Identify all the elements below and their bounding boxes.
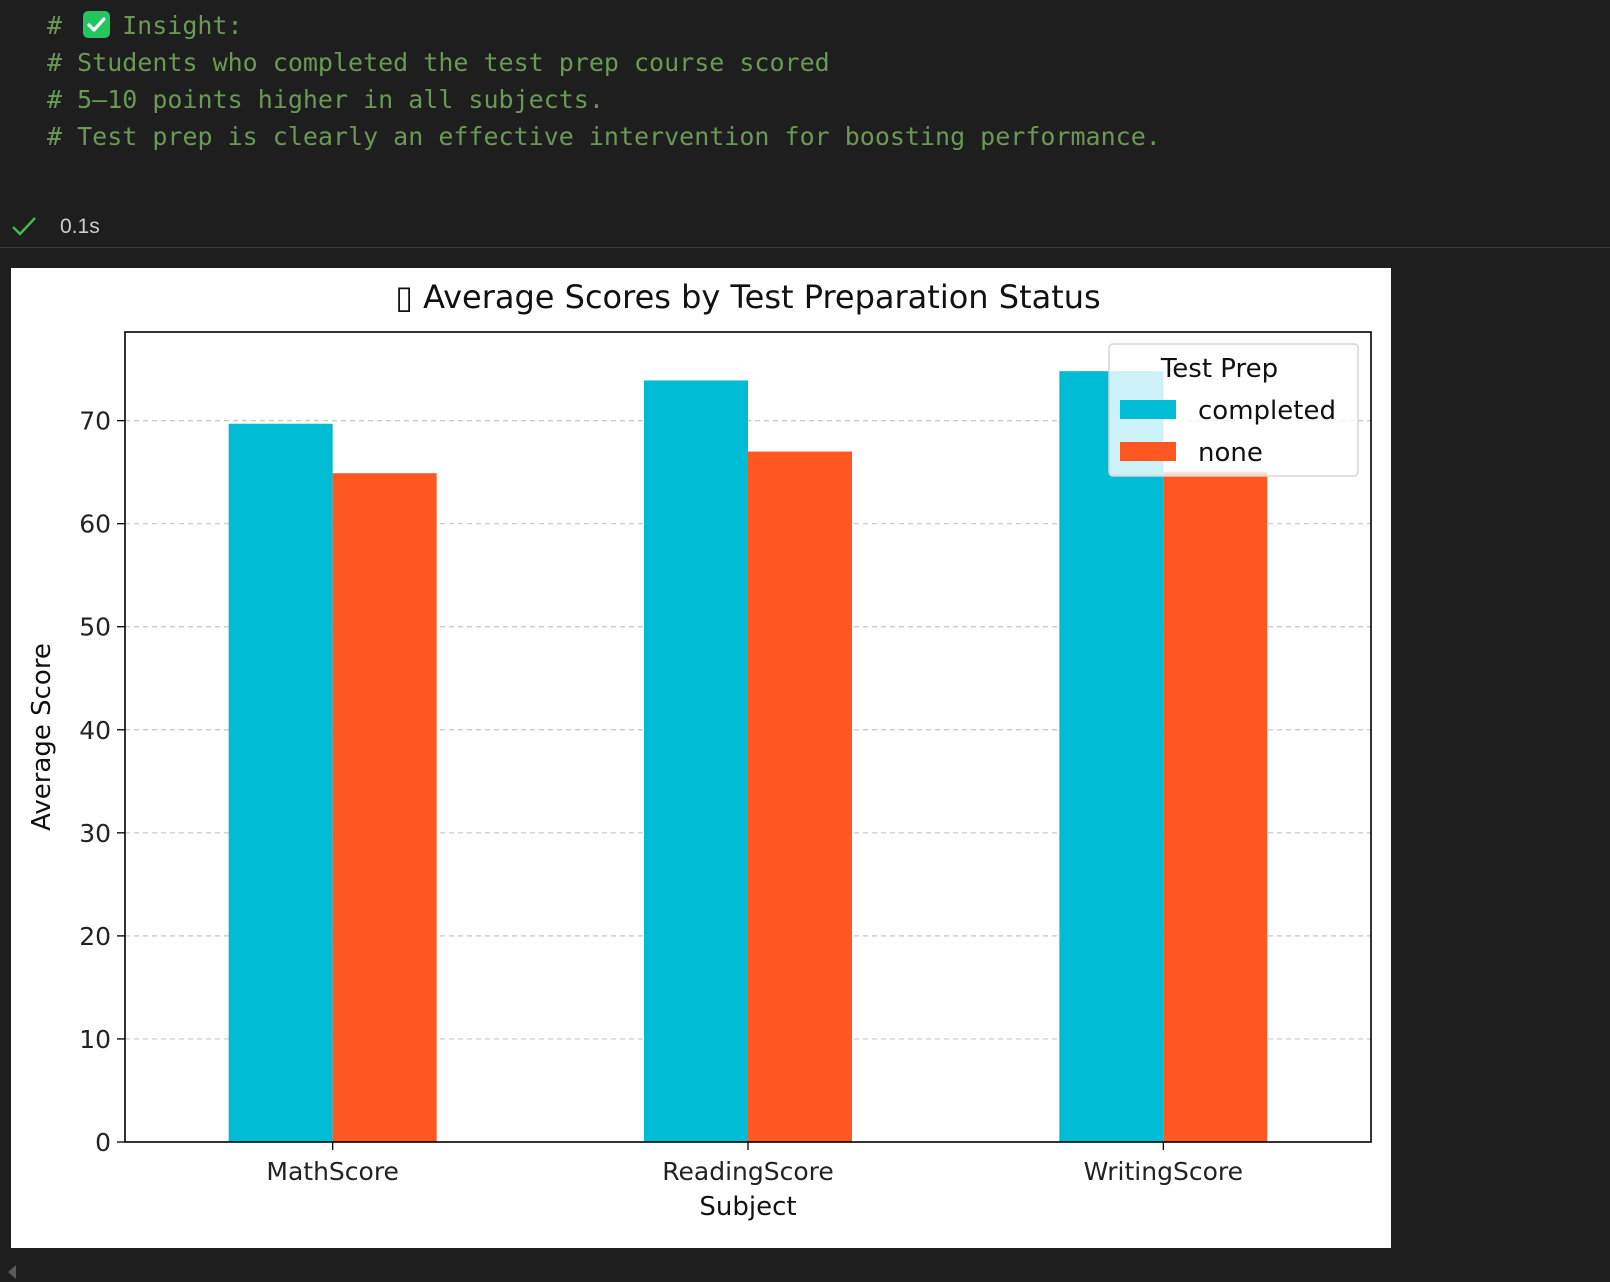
bar-chart: 0 10 20 30 40 50 60 70 MathScore ReadingScore Writ… (27, 278, 1372, 1222)
legend-swatch-completed (1120, 400, 1176, 419)
check-mark-emoji-icon (83, 11, 111, 38)
scroll-left-arrow-icon[interactable] (6, 1264, 18, 1282)
chart-title: ▯ Average Scores by Test Preparation Sta… (395, 278, 1100, 316)
x-axis-label: Subject (699, 1192, 796, 1222)
y-tick-label: 0 (95, 1128, 111, 1157)
legend-title: Test Prep (1160, 354, 1278, 384)
bar-none-MathScore (332, 473, 437, 1142)
bar-completed-WritingScore (1059, 371, 1164, 1143)
comment-line: # Students who completed the test prep c… (47, 48, 830, 77)
y-tick-label: 70 (79, 407, 111, 436)
insight-heading: Insight: (122, 11, 243, 40)
x-tick-label: ReadingScore (662, 1157, 834, 1186)
comment-hash: # (47, 11, 78, 40)
y-tick-label: 30 (79, 819, 111, 848)
comment-line: # Test prep is clearly an effective inte… (47, 122, 1161, 151)
y-axis-label: Average Score (27, 643, 57, 831)
plot-frame (124, 331, 1372, 1143)
x-tick-label: MathScore (266, 1157, 399, 1186)
checkmark-icon (11, 215, 37, 241)
y-tick-label: 10 (79, 1025, 111, 1054)
y-tick-label: 20 (79, 922, 111, 951)
legend-label-completed: completed (1198, 396, 1336, 426)
y-tick-label: 40 (79, 716, 111, 745)
code-cell[interactable]: # Insight: # Students who completed the … (0, 0, 1610, 246)
execution-time: 0.1s (60, 215, 100, 238)
legend-swatch-none (1120, 442, 1176, 461)
chart-figure: 0 10 20 30 40 50 60 70 MathScore ReadingScore Writ… (11, 268, 1391, 1248)
legend-label-none: none (1198, 438, 1263, 468)
bar-none-WritingScore (1163, 472, 1268, 1142)
y-tick-label: 60 (79, 510, 111, 539)
x-tick-label: WritingScore (1084, 1157, 1243, 1186)
y-tick-label: 50 (79, 613, 111, 642)
cell-status-bar: 0.1s (0, 207, 1610, 248)
comment-line-insight: # Insight: (47, 9, 243, 43)
comment-line: # 5–10 points higher in all subjects. (47, 85, 604, 114)
bar-completed-ReadingScore (644, 380, 748, 1142)
bar-none-ReadingScore (748, 451, 852, 1142)
bar-completed-MathScore (228, 423, 333, 1143)
